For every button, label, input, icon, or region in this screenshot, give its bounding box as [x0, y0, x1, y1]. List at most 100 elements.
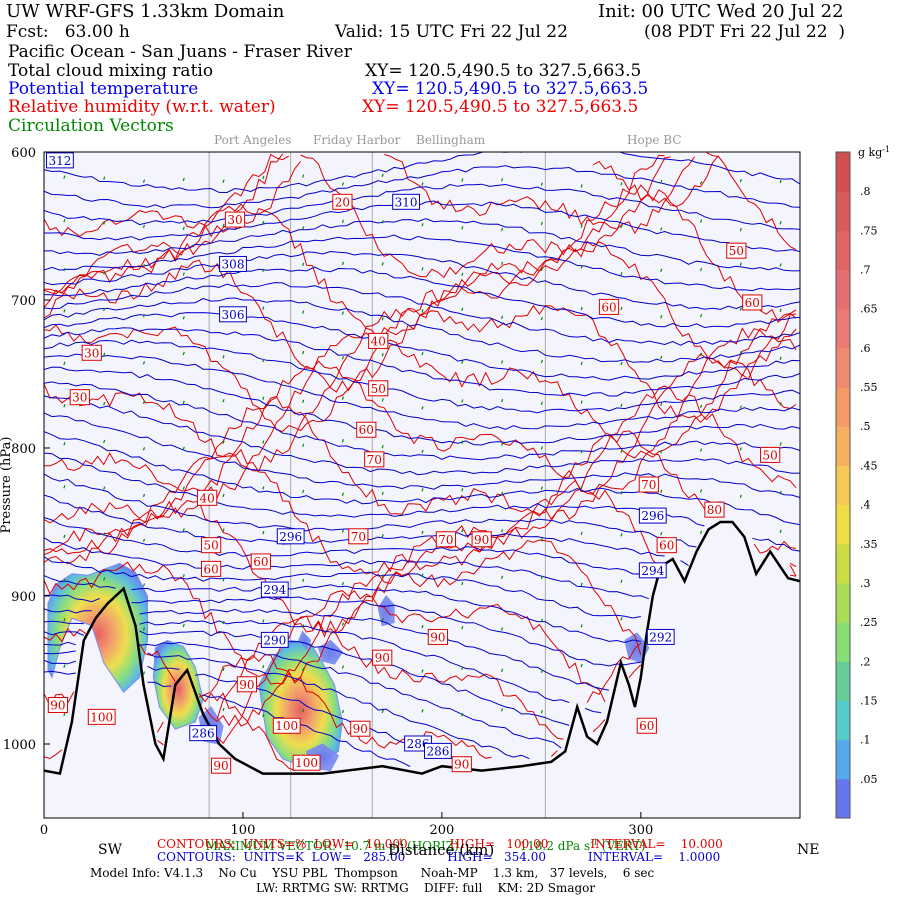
circulation-vector [779, 490, 782, 495]
circulation-vector [461, 712, 464, 717]
circulation-vector [739, 405, 742, 409]
circulation-vector [501, 491, 504, 496]
rh-label-box [704, 501, 725, 518]
circulation-vector [142, 179, 146, 183]
rh-label-box [224, 211, 246, 228]
rh-label: 90 [375, 651, 390, 665]
circulation-vector [739, 228, 742, 232]
rh-contour [44, 353, 797, 556]
circulation-vector [182, 351, 185, 356]
theta-contour [44, 282, 800, 346]
circulation-vector [262, 396, 265, 400]
circulation-vector [540, 182, 543, 186]
valid-local-time: (08 PDT Fri 22 Jul 22 ) [644, 22, 845, 42]
rh-label: 50 [371, 382, 386, 396]
theta-label-box [260, 581, 289, 598]
rh-label: 70 [351, 530, 366, 544]
circulation-vector [699, 448, 703, 452]
circulation-vector [302, 310, 305, 314]
rh-label: 40 [371, 334, 386, 348]
rh-label: 90 [454, 758, 469, 772]
circulation-vector [381, 317, 384, 321]
rh-label-box [636, 717, 657, 734]
theta-label: 296 [641, 509, 664, 523]
theta-label: 308 [222, 257, 245, 271]
rh-label: 60 [639, 719, 654, 733]
circulation-vector [103, 439, 106, 444]
rh-label-box [201, 537, 222, 554]
terrain-profile [44, 520, 800, 776]
circulation-vector [262, 440, 265, 444]
circulation-vector [182, 528, 185, 532]
theta-contour [44, 395, 800, 476]
circulation-vector [222, 223, 225, 228]
circulation-vector [540, 537, 543, 542]
rh-label-box [760, 446, 781, 463]
circulation-vector [421, 267, 424, 271]
colorbar-swatch [836, 152, 850, 192]
circulation-vector [63, 268, 66, 272]
circulation-vector [262, 268, 265, 272]
circulation-vector [660, 355, 663, 360]
max-vector-horiz: MAXIMUM VECTOR: 10.7 m s [205, 839, 396, 853]
circulation-vector [103, 486, 106, 490]
circulation-vector [63, 218, 66, 223]
colorbar-swatch [836, 426, 850, 466]
circulation-vector [699, 313, 703, 318]
circulation-vector [699, 219, 703, 223]
circulation-vector [222, 440, 225, 444]
x-tick-label: 0 [40, 823, 48, 838]
circulation-vector [660, 268, 663, 272]
theta-contour [44, 366, 800, 446]
rh-label-box [364, 451, 385, 468]
city-bellingham: Bellingham [416, 133, 486, 147]
circulation-vector [63, 712, 66, 716]
circulation-vector [461, 528, 464, 533]
circulation-vector [540, 710, 543, 714]
circulation-vector [302, 624, 305, 628]
circulation-vector [222, 179, 225, 183]
circulation-vector [63, 442, 66, 446]
theta-label-box [219, 255, 247, 272]
circulation-vector [63, 175, 66, 179]
theta-contour [44, 234, 800, 292]
circulation-vector [381, 491, 384, 496]
x-tick-label: 100 [231, 823, 256, 838]
rh-label: 90 [474, 533, 489, 547]
circulation-vector [341, 581, 344, 586]
rh-label: 100 [275, 719, 298, 733]
circulation-vector [660, 531, 663, 536]
circulation-vector [103, 307, 106, 312]
colorbar-swatch [836, 347, 850, 388]
theta-contour [44, 412, 800, 498]
circulation-vector [620, 617, 623, 621]
rh-label-box [598, 298, 620, 315]
rh-label-box [250, 553, 271, 570]
circulation-vector [381, 173, 384, 178]
theta-contour [44, 183, 800, 230]
rh-label-box [69, 389, 90, 406]
theta-label: 294 [641, 564, 664, 578]
valid-time: Valid: 15 UTC Fri 22 Jul 22 [335, 22, 568, 42]
circulation-vector [620, 224, 623, 229]
circulation-vector [421, 709, 424, 713]
region-name: Pacific Ocean - San Juans - Fraser River [8, 42, 352, 62]
theta-contour [44, 575, 641, 644]
circulation-vector [461, 440, 464, 444]
circulation-vector [302, 578, 305, 583]
circulation-vector [580, 306, 583, 311]
theta-label: 310 [395, 195, 418, 209]
circulation-vector [262, 486, 265, 490]
rh-label: 100 [295, 756, 318, 770]
rh-label: 100 [90, 710, 113, 724]
theta-label-box [46, 152, 74, 169]
circulation-vector [540, 669, 543, 674]
city-port-angeles: Port Angeles [214, 133, 292, 147]
sw-label: SW [98, 842, 122, 858]
circulation-vector [699, 352, 703, 357]
theta-contour [44, 431, 800, 526]
circulation-vector [620, 579, 623, 583]
circulation-vector [341, 665, 344, 669]
colorbar-tick-label: .5 [860, 420, 871, 433]
theta-label-box [189, 725, 218, 742]
